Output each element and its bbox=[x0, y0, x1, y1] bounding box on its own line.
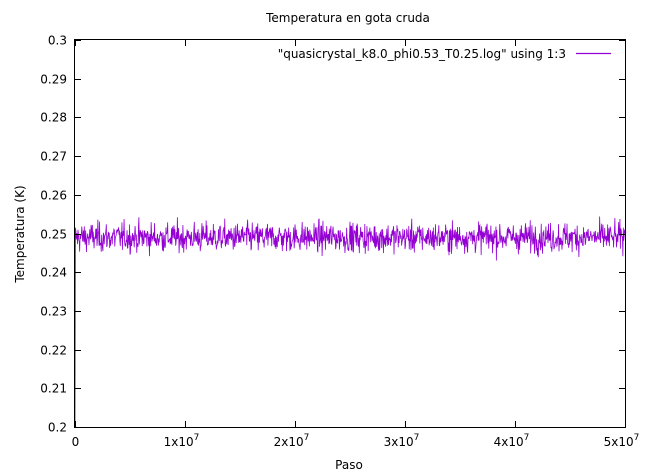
y-tick-label: 0.25 bbox=[40, 228, 67, 242]
y-tick-label: 0.28 bbox=[40, 111, 67, 125]
x-tick-label: 1x107 bbox=[164, 433, 200, 449]
x-tick-exponent: 7 bbox=[524, 433, 530, 443]
x-tick-label: 2x107 bbox=[274, 433, 310, 449]
x-axis-label: Paso bbox=[335, 458, 363, 472]
x-axis: 0 1x107 2x107 3x107 4x107 5x107 bbox=[72, 40, 640, 449]
y-tick-label: 0.21 bbox=[40, 382, 67, 396]
x-tick-mantissa: 1x10 bbox=[164, 435, 194, 449]
y-tick-label: 0.3 bbox=[48, 34, 67, 48]
x-tick-label: 5x107 bbox=[604, 433, 640, 449]
y-tick-label: 0.24 bbox=[40, 266, 67, 280]
y-axis-label: Temperatura (K) bbox=[13, 185, 27, 283]
y-tick-label: 0.22 bbox=[40, 344, 67, 358]
plot-frame bbox=[74, 39, 626, 428]
series-layer bbox=[74, 216, 626, 428]
x-tick-exponent: 7 bbox=[304, 433, 310, 443]
y-tick-label: 0.23 bbox=[40, 305, 67, 319]
x-tick-label: 3x107 bbox=[384, 433, 420, 449]
x-tick-exponent: 7 bbox=[194, 433, 200, 443]
x-tick-mantissa: 0 bbox=[72, 435, 80, 449]
legend: "quasicrystal_k8.0_phi0.53_T0.25.log" us… bbox=[278, 47, 611, 61]
y-tick-label: 0.2 bbox=[48, 421, 67, 435]
y-tick-label: 0.27 bbox=[40, 150, 67, 164]
series-line bbox=[74, 216, 626, 428]
x-tick-mantissa: 5x10 bbox=[604, 435, 634, 449]
y-tick-label: 0.26 bbox=[40, 189, 67, 203]
y-tick-label: 0.29 bbox=[40, 73, 67, 87]
x-tick-label: 4x107 bbox=[494, 433, 530, 449]
x-tick-mantissa: 4x10 bbox=[494, 435, 524, 449]
y-axis: 0.2 0.21 0.22 0.23 0.24 0.25 0.26 0.27 0.28 0.29 0… bbox=[40, 34, 625, 435]
x-tick-label: 0 bbox=[72, 435, 80, 449]
chart-title: Temperatura en gota cruda bbox=[265, 11, 430, 25]
x-tick-exponent: 7 bbox=[414, 433, 420, 443]
x-tick-mantissa: 3x10 bbox=[384, 435, 414, 449]
x-tick-mantissa: 2x10 bbox=[274, 435, 304, 449]
x-tick-exponent: 7 bbox=[634, 433, 640, 443]
legend-label: "quasicrystal_k8.0_phi0.53_T0.25.log" us… bbox=[278, 47, 566, 61]
